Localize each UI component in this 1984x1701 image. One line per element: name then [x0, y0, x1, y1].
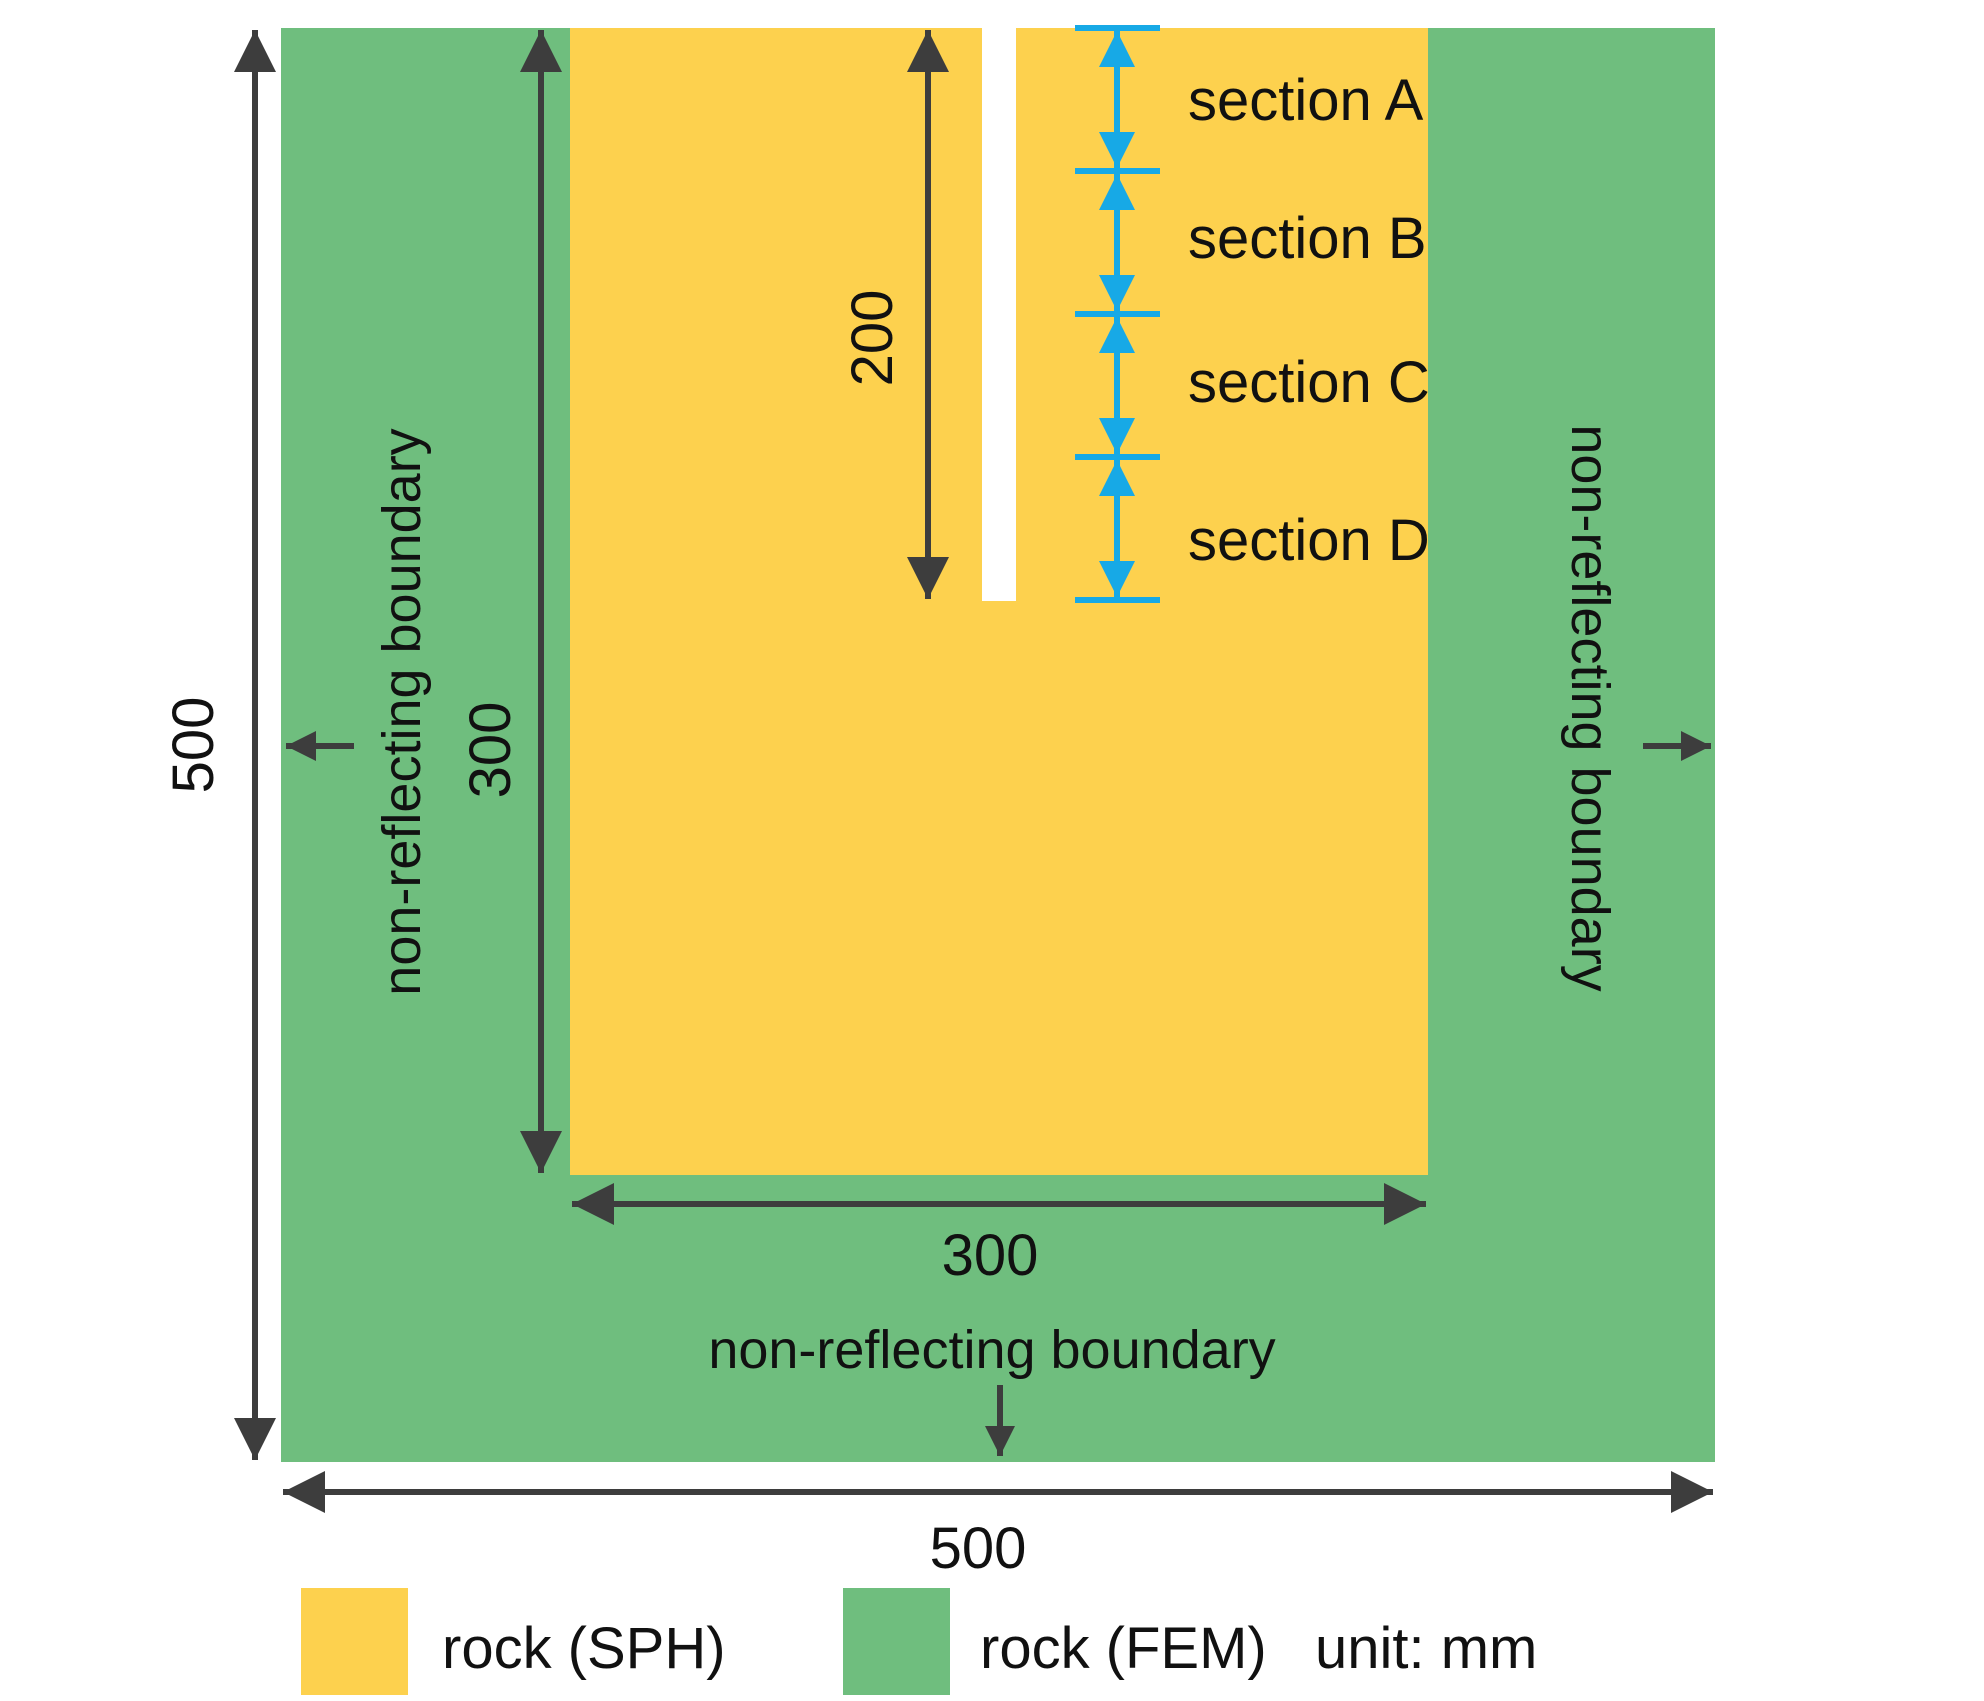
outer-height-label: 500 [161, 697, 226, 794]
legend: rock (SPH) rock (FEM) unit: mm [301, 1588, 1537, 1695]
legend-label-sph: rock (SPH) [442, 1616, 726, 1681]
left-boundary-label: non-reflecting boundary [372, 428, 432, 995]
section-d-label: section D [1188, 508, 1430, 573]
section-b-label: section B [1188, 206, 1427, 271]
unit-label: unit: mm [1315, 1616, 1537, 1681]
inner-width-label: 300 [942, 1223, 1039, 1288]
right-boundary-label: non-reflecting boundary [1560, 424, 1620, 991]
crack-length-label: 200 [840, 290, 905, 387]
section-a-label: section A [1188, 68, 1424, 133]
outer-width-label: 500 [930, 1516, 1027, 1581]
bottom-boundary-label: non-reflecting boundary [708, 1320, 1275, 1380]
inner-height-label: 300 [458, 702, 523, 799]
crack [982, 28, 1016, 601]
legend-swatch-fem [843, 1588, 950, 1695]
legend-label-fem: rock (FEM) [980, 1616, 1267, 1681]
legend-swatch-sph [301, 1588, 408, 1695]
section-markers [1075, 25, 1160, 603]
section-c-label: section C [1188, 350, 1430, 415]
